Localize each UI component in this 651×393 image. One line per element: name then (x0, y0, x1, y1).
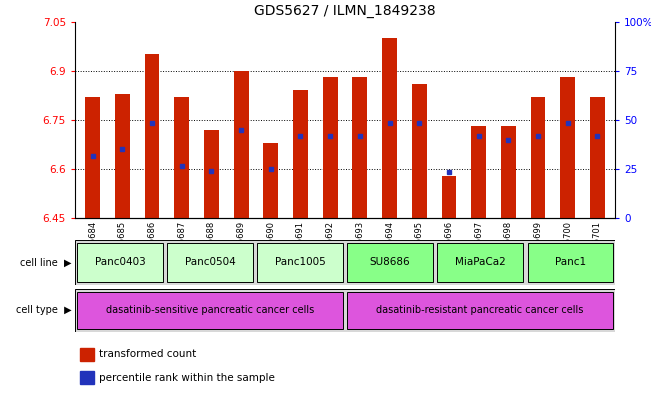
Bar (437, 243, 523, 282)
Bar (115, 94, 130, 218)
Bar (323, 77, 338, 218)
Title: GDS5627 / ILMN_1849238: GDS5627 / ILMN_1849238 (255, 4, 436, 18)
Bar (167, 243, 253, 282)
Bar (412, 84, 426, 218)
Bar (471, 127, 486, 218)
Bar (85, 97, 100, 218)
Bar (264, 143, 278, 218)
Text: Panc0403: Panc0403 (94, 257, 145, 267)
Text: Panc1: Panc1 (555, 257, 586, 267)
Text: MiaPaCa2: MiaPaCa2 (455, 257, 505, 267)
Bar (352, 77, 367, 218)
Text: SU8686: SU8686 (370, 257, 410, 267)
Bar (382, 38, 397, 218)
Bar (204, 130, 219, 218)
Bar (348, 243, 433, 282)
Bar (501, 127, 516, 218)
Bar (441, 176, 456, 218)
Text: Panc0504: Panc0504 (185, 257, 235, 267)
Text: cell type  ▶: cell type ▶ (16, 305, 72, 316)
Bar (348, 292, 613, 329)
Bar (80, 371, 94, 384)
Bar (77, 243, 163, 282)
Bar (293, 90, 308, 218)
Text: dasatinib-resistant pancreatic cancer cells: dasatinib-resistant pancreatic cancer ce… (376, 305, 584, 316)
Bar (257, 243, 342, 282)
Bar (234, 71, 249, 218)
Text: percentile rank within the sample: percentile rank within the sample (99, 373, 275, 383)
Bar (590, 97, 605, 218)
Text: transformed count: transformed count (99, 349, 197, 359)
Bar (145, 54, 159, 218)
Text: Panc1005: Panc1005 (275, 257, 326, 267)
Text: cell line  ▶: cell line ▶ (20, 257, 72, 267)
Text: dasatinib-sensitive pancreatic cancer cells: dasatinib-sensitive pancreatic cancer ce… (106, 305, 314, 316)
Bar (527, 243, 613, 282)
Bar (561, 77, 575, 218)
Bar (77, 292, 342, 329)
Bar (531, 97, 546, 218)
Bar (174, 97, 189, 218)
Bar (80, 347, 94, 361)
